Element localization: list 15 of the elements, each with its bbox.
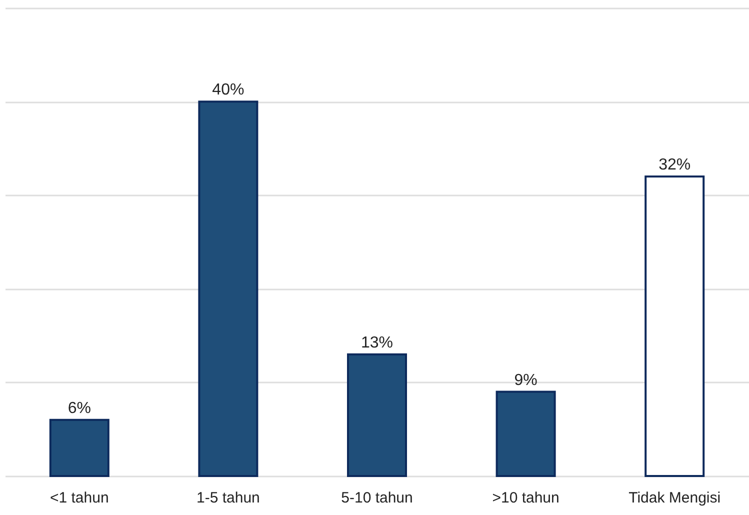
x-tick-label: <1 tahun: [50, 490, 109, 506]
x-tick-label: Tidak Mengisi: [628, 490, 721, 506]
bar: [198, 100, 258, 477]
bar: [49, 418, 110, 477]
x-tick-label: 5-10 tahun: [341, 490, 413, 506]
bar: [644, 175, 705, 477]
data-label: 9%: [514, 372, 538, 389]
x-tick-label: 1-5 tahun: [196, 490, 260, 506]
data-label: 6%: [68, 400, 91, 417]
data-label: 40%: [212, 82, 244, 99]
data-label: 32%: [658, 156, 691, 174]
data-label: 13%: [360, 334, 394, 352]
bar: [347, 353, 407, 477]
bar: [496, 390, 556, 477]
x-tick-label: >10 tahun: [492, 490, 560, 506]
